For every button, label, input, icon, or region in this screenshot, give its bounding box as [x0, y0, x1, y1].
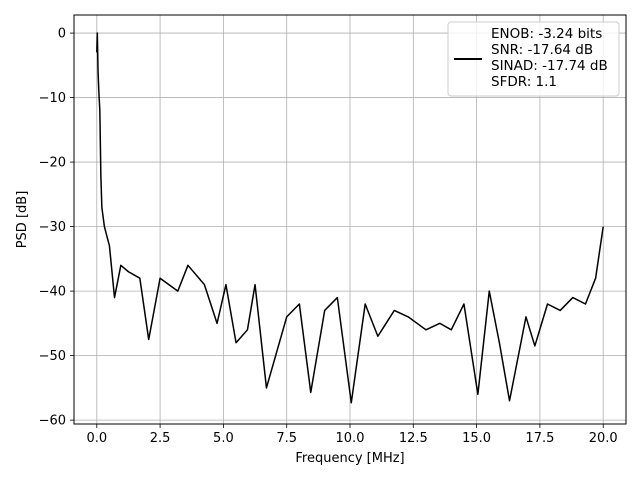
legend-line-sinad: SINAD: -17.74 dB	[491, 58, 608, 74]
y-axis: 0 −10 −20 −30 −40 −50 −60	[39, 27, 74, 429]
x-tick-label: 10.0	[336, 431, 365, 446]
x-tick-label: 12.5	[399, 431, 428, 446]
x-axis: 0.0 2.5 5.0 7.5 10.0 12.5 15.0 17.5 20.0	[86, 424, 618, 446]
x-tick-label: 20.0	[589, 431, 618, 446]
x-tick-label: 7.5	[276, 431, 297, 446]
psd-series-line	[96, 32, 604, 404]
legend-line-snr: SNR: -17.64 dB	[491, 42, 593, 58]
x-tick-label: 15.0	[462, 431, 491, 446]
y-axis-label: PSD [dB]	[15, 191, 30, 249]
y-tick-label: −20	[39, 156, 66, 171]
x-tick-label: 5.0	[213, 431, 234, 446]
legend: ENOB: -3.24 bits SNR: -17.64 dB SINAD: -…	[447, 21, 620, 97]
y-tick-label: −50	[39, 349, 66, 364]
x-tick-label: 2.5	[150, 431, 171, 446]
x-tick-label: 0.0	[86, 431, 107, 446]
legend-line-sfdr: SFDR: 1.1	[491, 74, 557, 90]
y-tick-label: −30	[39, 220, 66, 235]
y-tick-label: 0	[58, 27, 66, 42]
plot-area	[96, 32, 604, 404]
x-axis-label: Frequency [MHz]	[295, 451, 404, 466]
y-tick-label: −60	[39, 414, 66, 429]
x-tick-label: 17.5	[525, 431, 554, 446]
legend-line-enob: ENOB: -3.24 bits	[491, 26, 602, 42]
legend-box	[447, 21, 620, 97]
y-tick-label: −40	[39, 285, 66, 300]
y-tick-label: −10	[39, 91, 66, 106]
